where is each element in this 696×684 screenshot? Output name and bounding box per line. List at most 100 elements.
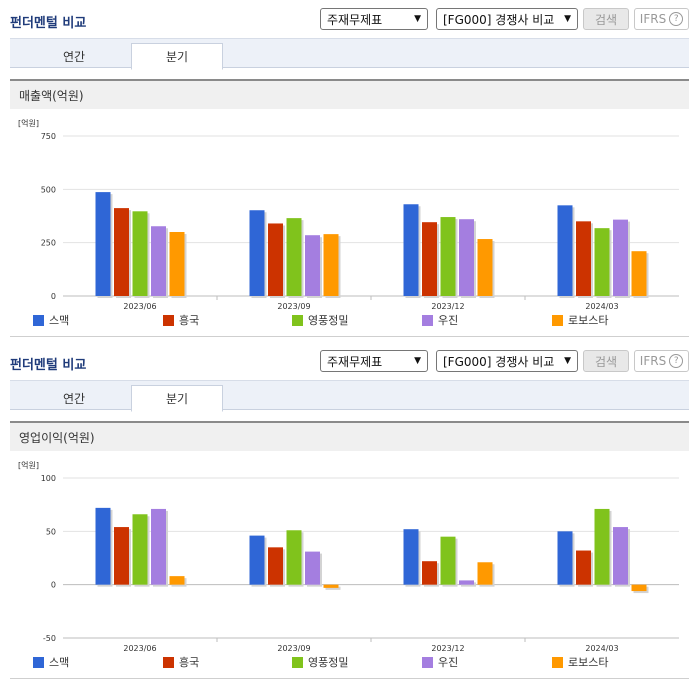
statement-select-value: 주재무제표 [327, 12, 383, 27]
y-tick-label: 0 [51, 581, 56, 590]
x-tick-label: 2023/12 [431, 302, 464, 311]
legend-swatch [422, 657, 433, 668]
y-tick-label: 500 [41, 185, 56, 194]
legend-label: 흥국 [179, 313, 199, 327]
bar [323, 584, 339, 588]
bar [557, 531, 573, 585]
bar [440, 217, 456, 296]
y-tick-label: 250 [41, 239, 56, 248]
statement-select[interactable]: 주재무제표 ▼ [320, 8, 428, 30]
y-tick-label: 100 [41, 474, 56, 483]
bar [422, 222, 437, 296]
tab-quarterly[interactable]: 분기 [131, 43, 223, 70]
legend-swatch [292, 657, 303, 668]
help-icon: ? [669, 12, 684, 26]
ifrs-label: IFRS [639, 354, 667, 368]
divider [10, 678, 689, 679]
bar [305, 551, 320, 585]
x-tick-label: 2023/09 [277, 644, 310, 653]
bar [95, 192, 111, 296]
x-tick-label: 2023/12 [431, 644, 464, 653]
x-tick-label: 2023/06 [123, 644, 156, 653]
period-tabs: 연간 분기 [10, 380, 689, 412]
bar [631, 584, 647, 592]
bar [132, 211, 148, 296]
bar [403, 204, 419, 296]
bar [422, 561, 437, 585]
tab-annual[interactable]: 연간 [62, 391, 86, 406]
x-tick-label: 2024/03 [585, 302, 618, 311]
panel-title: 펀더멘털 비교 [10, 358, 87, 373]
bar [268, 223, 283, 296]
bar [114, 527, 129, 585]
chevron-down-icon: ▼ [414, 14, 421, 24]
bar [403, 529, 419, 585]
unit-label: [억원] [18, 460, 39, 470]
x-tick-label: 2023/09 [277, 302, 310, 311]
bar [613, 219, 628, 296]
divider [10, 336, 689, 337]
legend-label: 스맥 [49, 656, 69, 669]
legend-label: 영풍정밀 [308, 656, 348, 669]
bar [268, 547, 283, 585]
bar [557, 205, 573, 296]
legend-label: 우진 [438, 656, 458, 669]
chevron-down-icon: ▼ [564, 356, 571, 366]
legend-swatch [33, 657, 44, 668]
legend-label: 로보스타 [568, 656, 608, 669]
peer-select[interactable]: [FG000] 경쟁사 비교 ▼ [436, 350, 578, 372]
help-icon: ? [669, 354, 684, 368]
bar [459, 580, 474, 585]
tab-quarterly[interactable]: 분기 [131, 385, 223, 412]
bar [132, 514, 148, 585]
legend-label: 흥국 [179, 655, 199, 669]
bar [594, 508, 610, 585]
statement-select-value: 주재무제표 [327, 354, 383, 369]
legend-swatch [422, 315, 433, 326]
bar [169, 232, 185, 296]
x-tick-label: 2023/06 [123, 302, 156, 311]
bar [576, 221, 591, 296]
bar [477, 239, 493, 296]
section-title: 영업이익(억원) [10, 421, 689, 451]
section-title: 매출액(억원) [10, 79, 689, 109]
revenue-bar-chart: [억원] 0 250 500 750 2023/06 2023/09 2023/12 2024/… [18, 118, 679, 327]
bar [95, 507, 111, 585]
operating-profit-bar-chart: [억원] -50 0 50 100 2023/06 2023/09 2023/12 2024/0… [18, 460, 679, 669]
bar [440, 536, 456, 585]
peer-select[interactable]: [FG000] 경쟁사 비교 ▼ [436, 8, 578, 30]
bar [305, 235, 320, 296]
bar [631, 251, 647, 296]
legend-swatch [292, 315, 303, 326]
bar [151, 508, 166, 585]
unit-label: [억원] [18, 118, 39, 128]
bar [594, 228, 610, 296]
ifrs-button[interactable]: IFRS ? [634, 8, 689, 30]
period-tabs: 연간 분기 [10, 38, 689, 70]
bar [286, 218, 302, 296]
y-tick-label: -50 [43, 634, 56, 643]
x-tick-label: 2024/03 [585, 644, 618, 653]
legend-swatch [163, 315, 174, 326]
bar [114, 208, 129, 296]
bar [477, 562, 493, 585]
search-button[interactable]: 검색 [583, 8, 629, 30]
chevron-down-icon: ▼ [414, 356, 421, 366]
legend-label: 스맥 [49, 314, 69, 327]
bar-shadow [325, 586, 341, 590]
search-button[interactable]: 검색 [583, 350, 629, 372]
tab-annual[interactable]: 연간 [62, 49, 86, 64]
legend-swatch [552, 657, 563, 668]
panel-title: 펀더멘털 비교 [10, 16, 87, 31]
bar [249, 210, 265, 296]
legend-label: 우진 [438, 314, 458, 327]
y-tick-label: 50 [46, 527, 56, 536]
bar [151, 226, 166, 296]
bar [323, 234, 339, 296]
legend-label: 영풍정밀 [308, 314, 348, 327]
ifrs-button[interactable]: IFRS ? [634, 350, 689, 372]
peer-select-value: [FG000] 경쟁사 비교 [443, 12, 555, 27]
y-tick-label: 750 [41, 132, 56, 141]
statement-select[interactable]: 주재무제표 ▼ [320, 350, 428, 372]
bar [613, 527, 628, 585]
